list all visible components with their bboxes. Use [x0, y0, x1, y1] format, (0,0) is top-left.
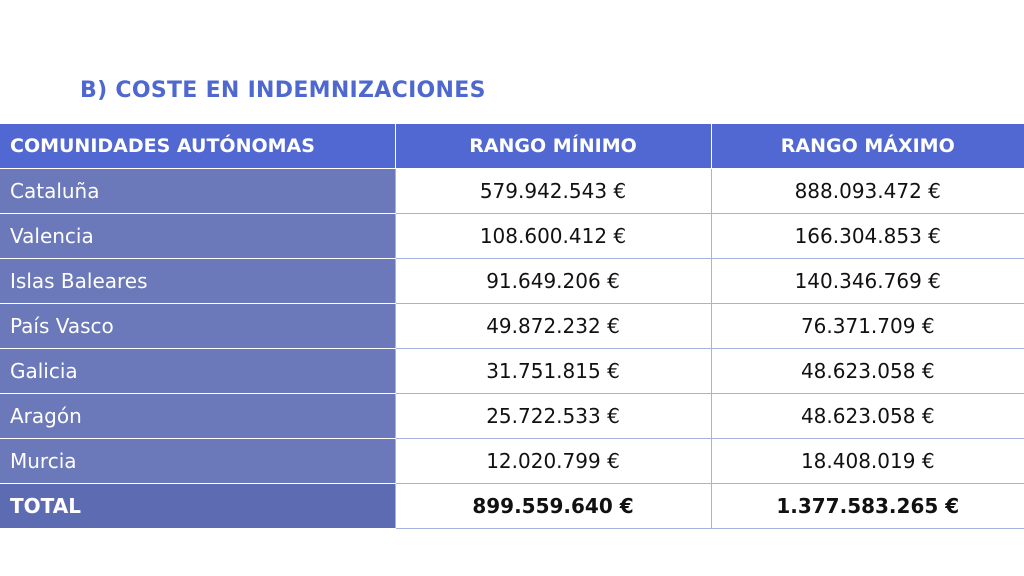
table-row: Aragón 25.722.533 € 48.623.058 € [0, 393, 1024, 439]
max-value-cell: 76.371.709 € [710, 303, 1024, 349]
max-value-cell: 140.346.769 € [710, 258, 1024, 304]
total-label-cell: TOTAL [0, 483, 396, 529]
min-value-cell: 108.600.412 € [394, 213, 712, 259]
column-header-max: RANGO MÁXIMO [710, 124, 1024, 169]
min-value-cell: 49.872.232 € [394, 303, 712, 349]
region-cell: Aragón [0, 393, 396, 439]
region-cell: Galicia [0, 348, 396, 394]
max-value-cell: 888.093.472 € [710, 168, 1024, 214]
min-value-cell: 579.942.543 € [394, 168, 712, 214]
table-row: Cataluña 579.942.543 € 888.093.472 € [0, 168, 1024, 214]
table-row: Valencia 108.600.412 € 166.304.853 € [0, 213, 1024, 259]
region-cell: Islas Baleares [0, 258, 396, 304]
table-row: Galicia 31.751.815 € 48.623.058 € [0, 348, 1024, 394]
table-header-row: COMUNIDADES AUTÓNOMAS RANGO MÍNIMO RANGO… [0, 124, 1024, 169]
table-row: Murcia 12.020.799 € 18.408.019 € [0, 438, 1024, 484]
max-value-cell: 48.623.058 € [710, 348, 1024, 394]
min-value-cell: 25.722.533 € [394, 393, 712, 439]
min-value-cell: 12.020.799 € [394, 438, 712, 484]
total-max-cell: 1.377.583.265 € [710, 483, 1024, 529]
region-cell: País Vasco [0, 303, 396, 349]
max-value-cell: 48.623.058 € [710, 393, 1024, 439]
total-min-cell: 899.559.640 € [394, 483, 712, 529]
table-row: País Vasco 49.872.232 € 76.371.709 € [0, 303, 1024, 349]
total-row: TOTAL 899.559.640 € 1.377.583.265 € [0, 483, 1024, 529]
column-header-region: COMUNIDADES AUTÓNOMAS [0, 124, 396, 169]
indemnity-cost-table: COMUNIDADES AUTÓNOMAS RANGO MÍNIMO RANGO… [0, 124, 1024, 529]
max-value-cell: 166.304.853 € [710, 213, 1024, 259]
min-value-cell: 91.649.206 € [394, 258, 712, 304]
min-value-cell: 31.751.815 € [394, 348, 712, 394]
region-cell: Valencia [0, 213, 396, 259]
section-heading: B) COSTE EN INDEMNIZACIONES [80, 78, 486, 103]
table-row: Islas Baleares 91.649.206 € 140.346.769 … [0, 258, 1024, 304]
column-header-min: RANGO MÍNIMO [394, 124, 712, 169]
region-cell: Murcia [0, 438, 396, 484]
region-cell: Cataluña [0, 168, 396, 214]
max-value-cell: 18.408.019 € [710, 438, 1024, 484]
